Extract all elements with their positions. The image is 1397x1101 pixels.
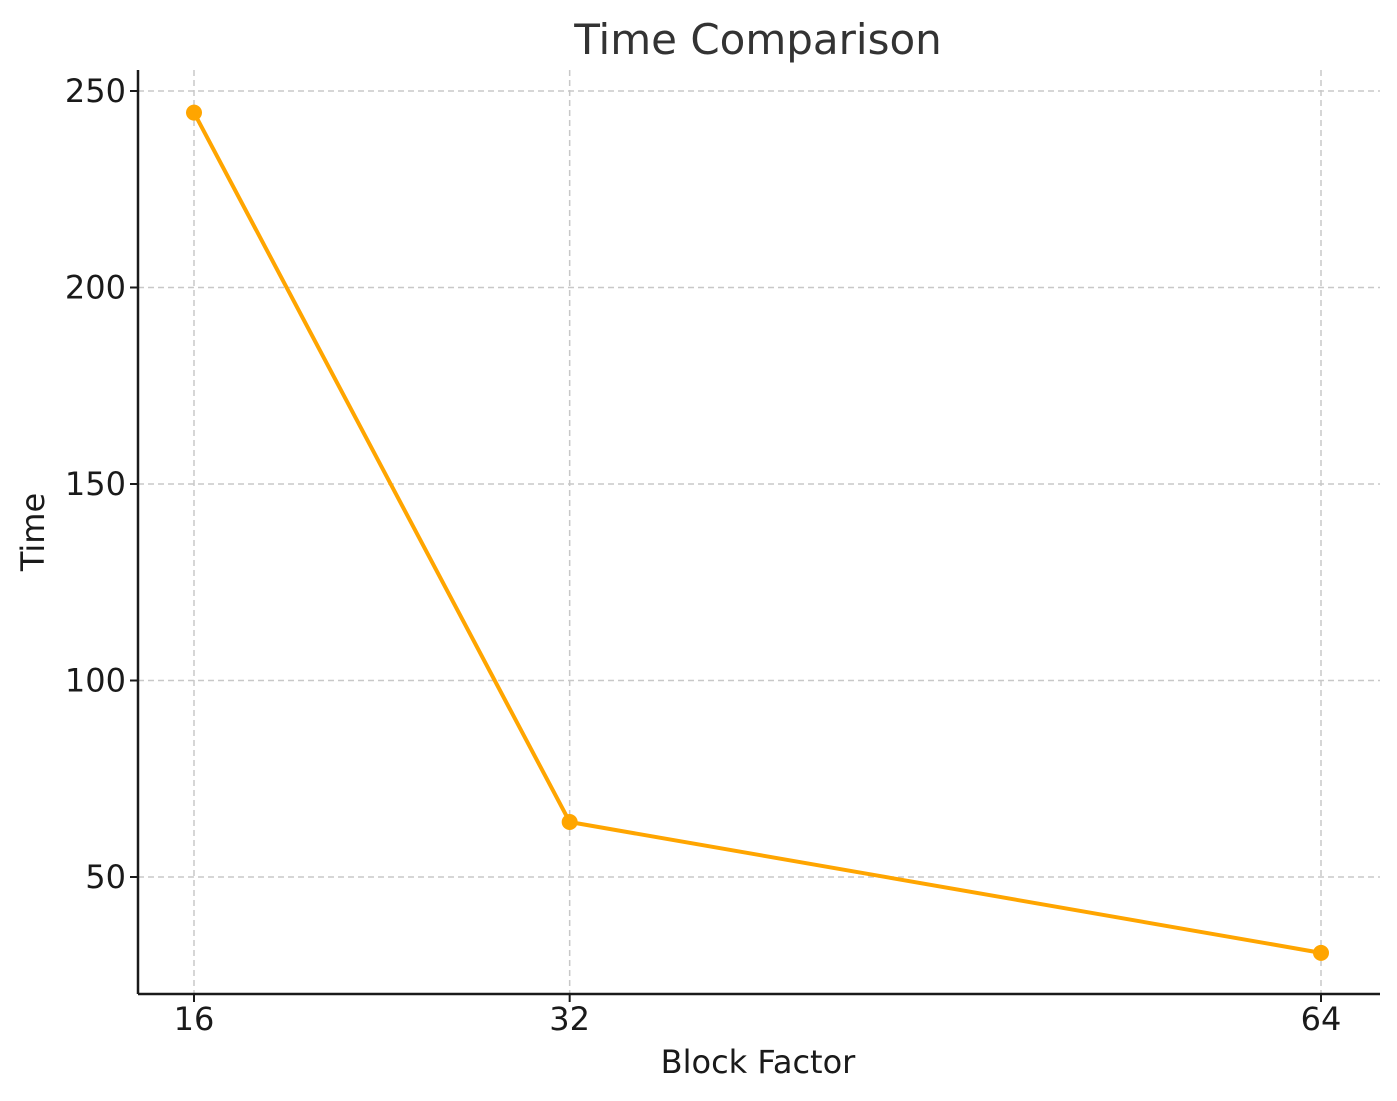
y-tick-label: 150 <box>65 465 126 503</box>
x-axis-ticks: 16 32 64 <box>174 994 1342 1038</box>
y-tick-label: 100 <box>65 662 126 700</box>
y-tick-label: 50 <box>85 858 126 896</box>
y-axis-label: Time <box>14 493 52 572</box>
x-tick-label: 32 <box>549 1000 590 1038</box>
chart-title: Time Comparison <box>573 15 942 64</box>
y-tick-label: 250 <box>65 72 126 110</box>
series-group <box>186 104 1329 961</box>
y-axis-ticks: 50 100 150 200 250 <box>65 72 138 896</box>
x-axis-label: Block Factor <box>661 1043 857 1081</box>
data-point <box>186 104 202 121</box>
y-tick-label: 200 <box>65 269 126 307</box>
x-tick-label: 64 <box>1301 1000 1342 1038</box>
data-point <box>561 813 578 830</box>
data-point <box>1313 944 1329 961</box>
series-line <box>192 110 1323 955</box>
x-tick-label: 16 <box>174 1000 215 1038</box>
grid <box>138 70 1380 994</box>
